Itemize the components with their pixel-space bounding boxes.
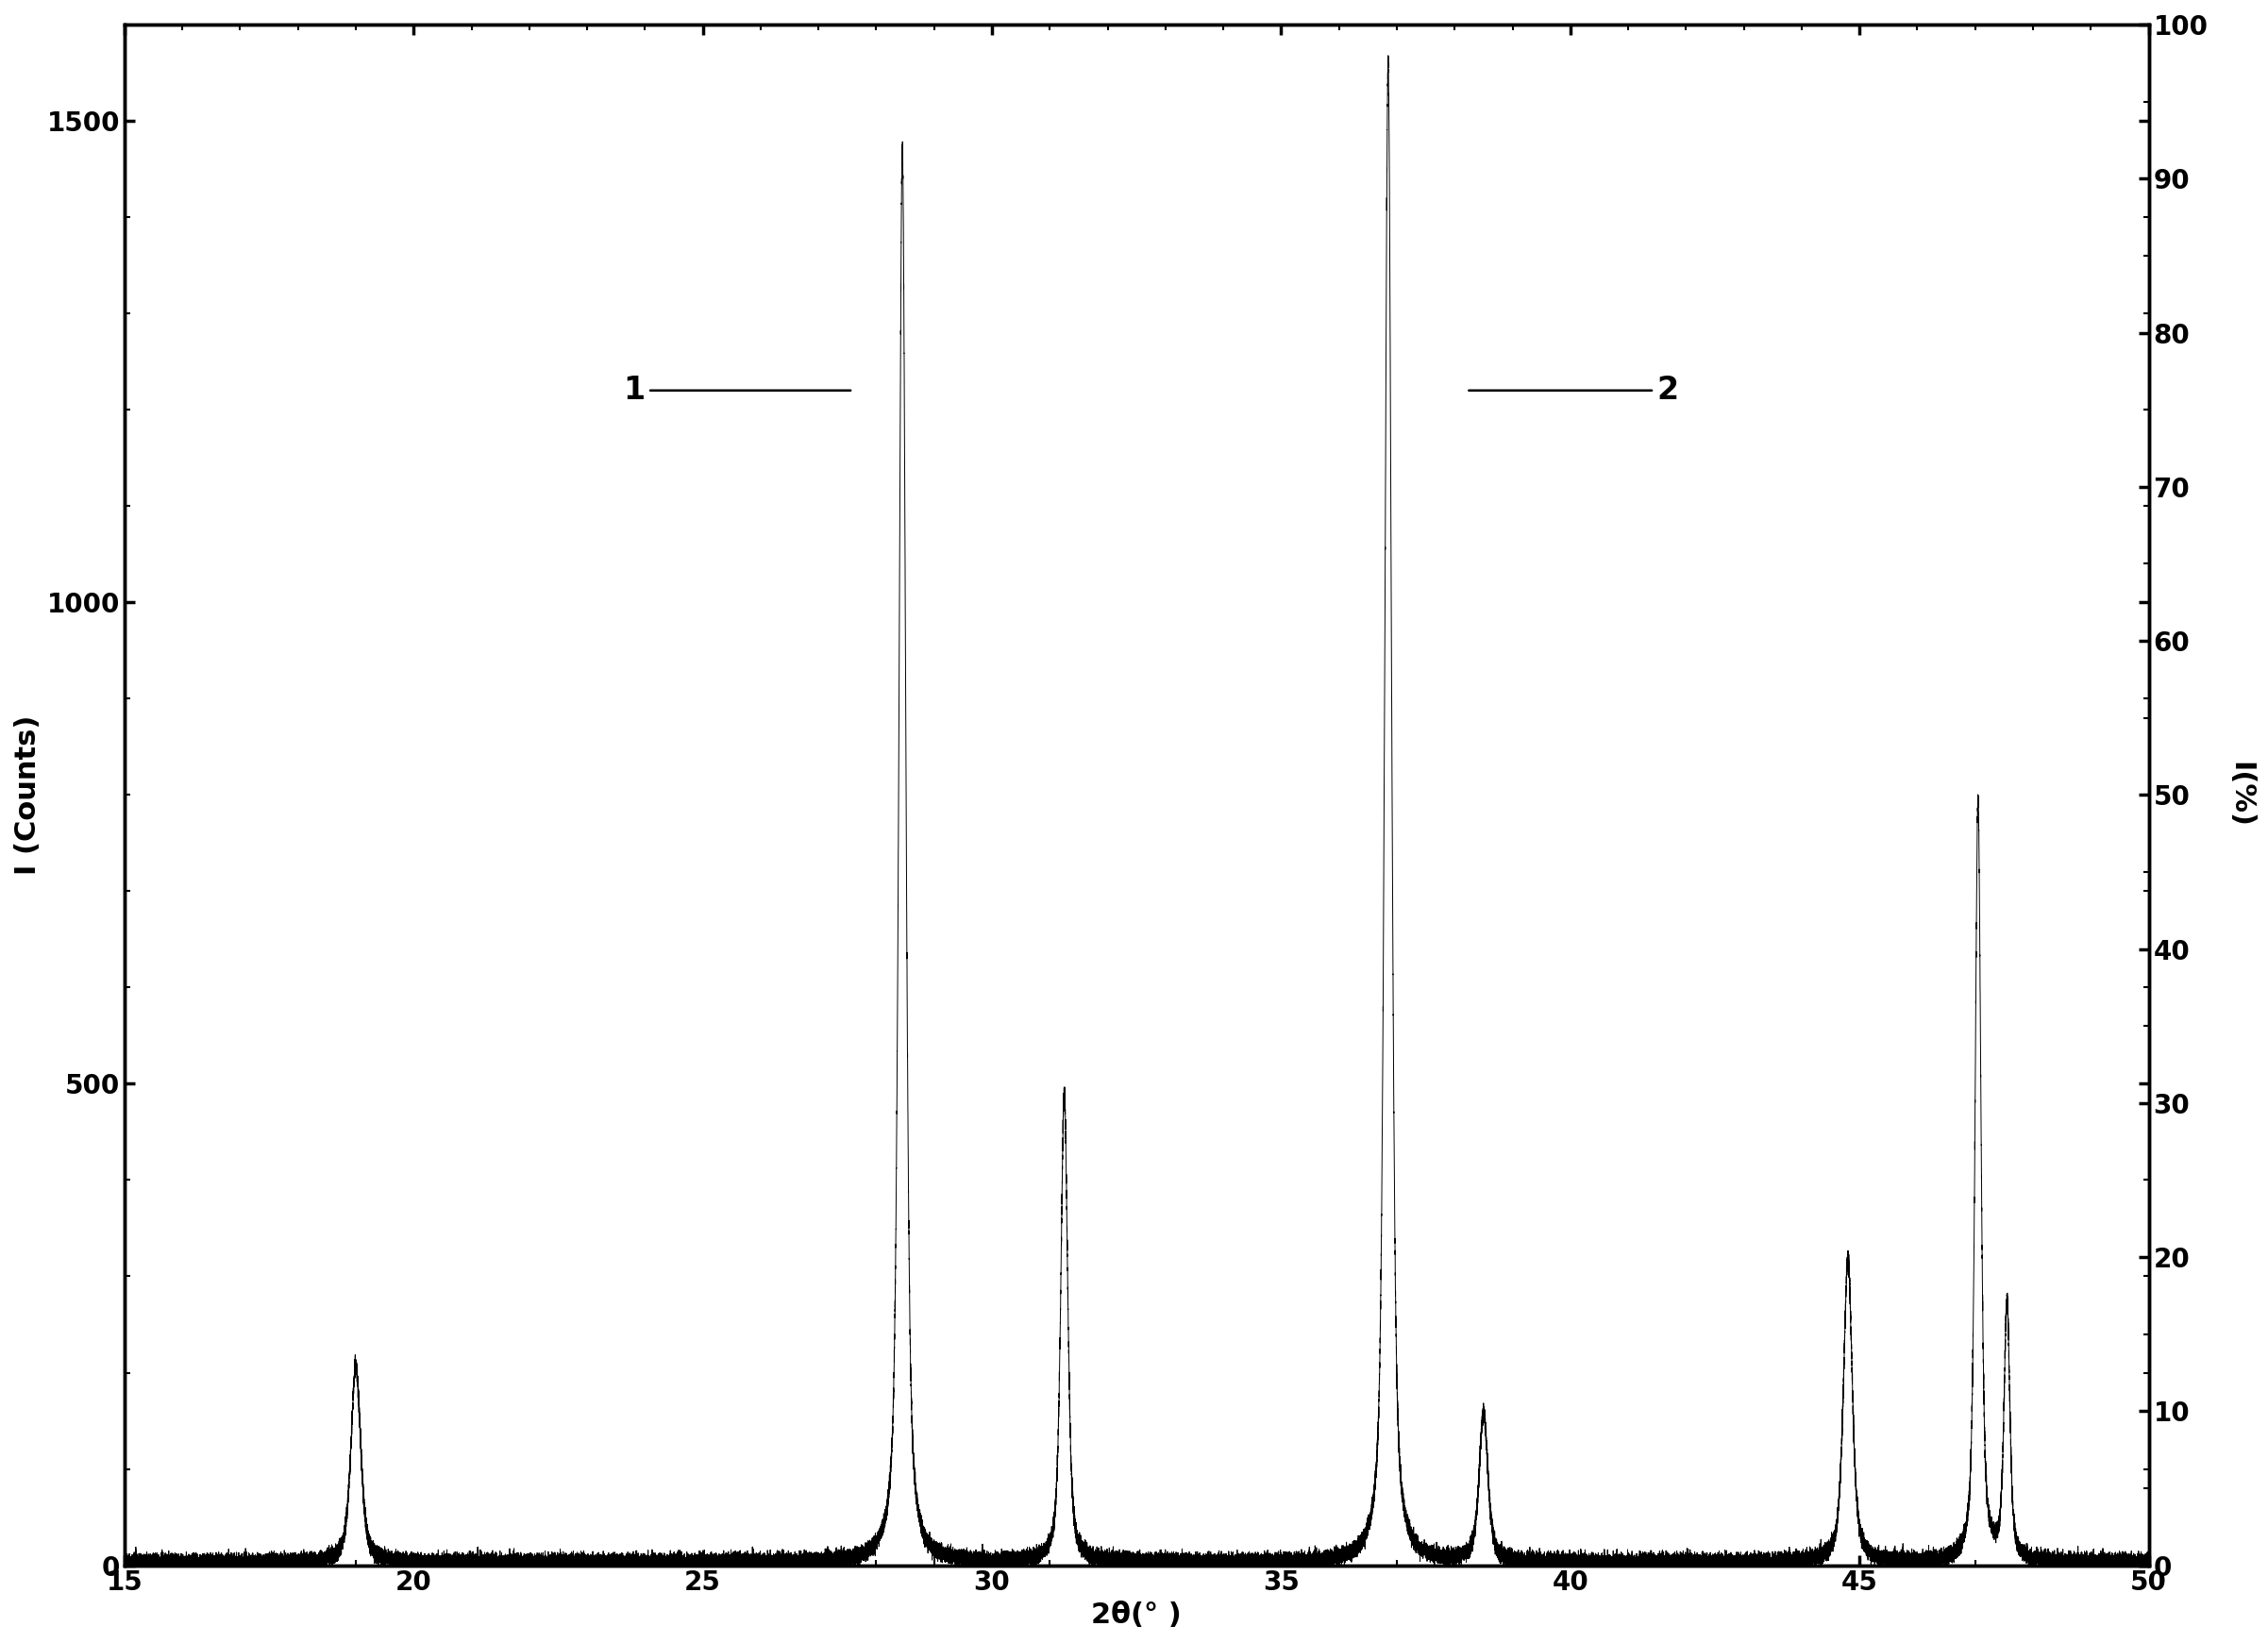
X-axis label: 2θ(° ): 2θ(° ) xyxy=(1091,1602,1182,1628)
Y-axis label: I (Counts): I (Counts) xyxy=(14,715,41,874)
Y-axis label: I(%): I(%) xyxy=(2227,762,2254,828)
Text: 2: 2 xyxy=(1470,375,1678,406)
Text: 1: 1 xyxy=(624,375,850,406)
